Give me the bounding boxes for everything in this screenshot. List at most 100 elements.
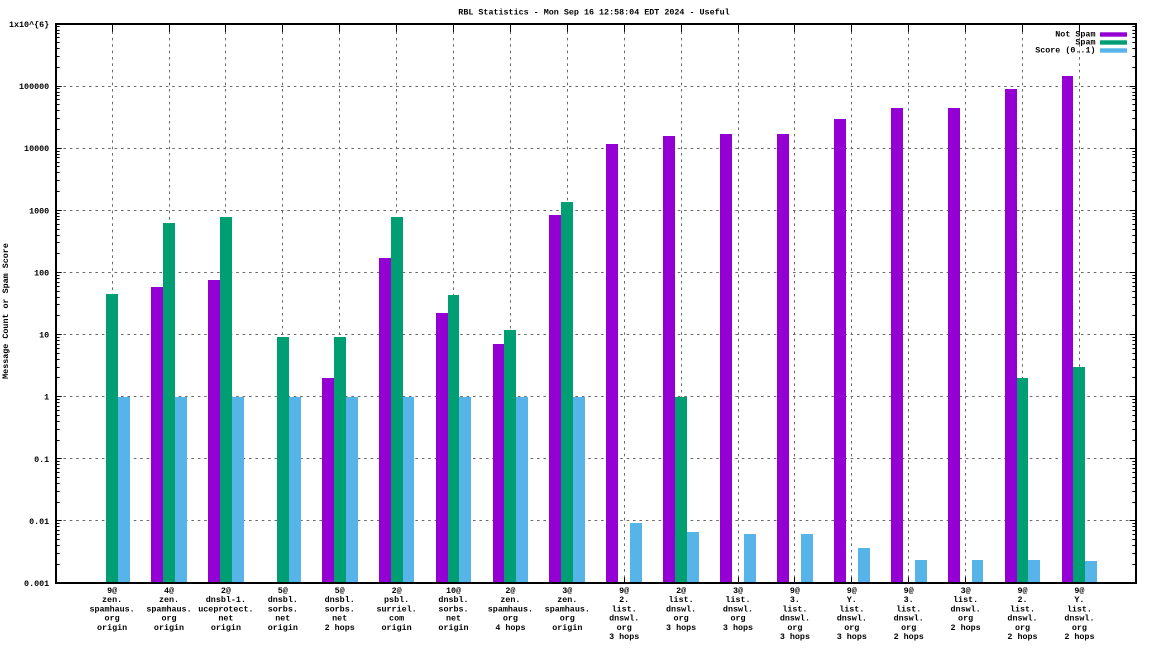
svg-text:net: net bbox=[275, 614, 290, 624]
svg-text:9@: 9@ bbox=[790, 586, 800, 596]
svg-text:dnswl.: dnswl. bbox=[780, 614, 810, 624]
svg-text:2.: 2. bbox=[619, 595, 629, 605]
svg-text:org: org bbox=[958, 614, 973, 624]
svg-text:origin: origin bbox=[268, 623, 298, 633]
svg-text:10@: 10@ bbox=[446, 586, 461, 596]
svg-text:net: net bbox=[218, 614, 233, 624]
svg-text:10: 10 bbox=[39, 331, 49, 341]
svg-text:3 hops: 3 hops bbox=[723, 623, 753, 633]
svg-text:zen.: zen. bbox=[557, 595, 577, 605]
svg-text:3@: 3@ bbox=[562, 586, 572, 596]
svg-text:Not Spam: Not Spam bbox=[1055, 30, 1095, 40]
svg-text:origin: origin bbox=[97, 623, 127, 633]
svg-text:1x10^{6}: 1x10^{6} bbox=[9, 20, 49, 30]
svg-text:dnsbl.: dnsbl. bbox=[325, 595, 355, 605]
svg-text:origin: origin bbox=[382, 623, 412, 633]
svg-text:4@: 4@ bbox=[164, 586, 174, 596]
svg-text:9@: 9@ bbox=[107, 586, 117, 596]
svg-text:Y.: Y. bbox=[847, 595, 857, 605]
svg-text:sorbs.: sorbs. bbox=[438, 604, 468, 614]
svg-text:2 hops: 2 hops bbox=[1007, 632, 1037, 642]
svg-text:org: org bbox=[161, 614, 176, 624]
svg-text:org: org bbox=[1015, 623, 1030, 633]
svg-text:org: org bbox=[901, 623, 916, 633]
svg-text:dnswl.: dnswl. bbox=[894, 614, 924, 624]
svg-text:zen.: zen. bbox=[159, 595, 179, 605]
svg-text:dnsbl.: dnsbl. bbox=[268, 595, 298, 605]
svg-text:list.: list. bbox=[725, 595, 750, 605]
svg-text:3.: 3. bbox=[904, 595, 914, 605]
svg-text:com: com bbox=[389, 614, 404, 624]
svg-text:9@: 9@ bbox=[1017, 586, 1027, 596]
svg-text:3 hops: 3 hops bbox=[837, 632, 867, 642]
svg-text:dnswl.: dnswl. bbox=[951, 604, 981, 614]
svg-text:sorbs.: sorbs. bbox=[325, 604, 355, 614]
svg-text:2 hops: 2 hops bbox=[325, 623, 355, 633]
svg-text:org: org bbox=[674, 614, 689, 624]
svg-text:3@: 3@ bbox=[733, 586, 743, 596]
svg-text:spamhaus.: spamhaus. bbox=[488, 604, 533, 614]
svg-text:org: org bbox=[730, 614, 745, 624]
svg-text:3 hops: 3 hops bbox=[609, 632, 639, 642]
svg-text:2@: 2@ bbox=[505, 586, 515, 596]
svg-text:2@: 2@ bbox=[392, 586, 402, 596]
svg-text:dnswl.: dnswl. bbox=[1064, 614, 1094, 624]
svg-text:RBL Statistics - Mon Sep 16 12: RBL Statistics - Mon Sep 16 12:58:04 EDT… bbox=[458, 8, 729, 18]
svg-text:2@: 2@ bbox=[221, 586, 231, 596]
svg-text:2@: 2@ bbox=[676, 586, 686, 596]
svg-text:surriel.: surriel. bbox=[376, 604, 416, 614]
svg-text:org: org bbox=[617, 623, 632, 633]
svg-text:Score (0..1): Score (0..1) bbox=[1035, 46, 1095, 56]
svg-text:dnswl.: dnswl. bbox=[609, 614, 639, 624]
svg-text:org: org bbox=[105, 614, 120, 624]
svg-text:net: net bbox=[332, 614, 347, 624]
svg-text:spamhaus.: spamhaus. bbox=[89, 604, 134, 614]
svg-text:net: net bbox=[446, 614, 461, 624]
svg-text:2 hops: 2 hops bbox=[894, 632, 924, 642]
svg-text:9@: 9@ bbox=[847, 586, 857, 596]
svg-text:3 hops: 3 hops bbox=[780, 632, 810, 642]
svg-text:dnswl.: dnswl. bbox=[1007, 614, 1037, 624]
svg-text:origin: origin bbox=[211, 623, 241, 633]
svg-text:3.: 3. bbox=[790, 595, 800, 605]
svg-text:dnswl.: dnswl. bbox=[837, 614, 867, 624]
svg-text:list.: list. bbox=[1067, 604, 1092, 614]
svg-text:org: org bbox=[844, 623, 859, 633]
svg-text:list.: list. bbox=[953, 595, 978, 605]
svg-text:org: org bbox=[560, 614, 575, 624]
svg-text:9@: 9@ bbox=[1074, 586, 1084, 596]
svg-text:Y.: Y. bbox=[1074, 595, 1084, 605]
svg-text:0.1: 0.1 bbox=[34, 455, 49, 465]
svg-text:list.: list. bbox=[1010, 604, 1035, 614]
svg-text:origin: origin bbox=[154, 623, 184, 633]
svg-text:list.: list. bbox=[669, 595, 694, 605]
svg-text:dnswl.: dnswl. bbox=[666, 604, 696, 614]
svg-text:sorbs.: sorbs. bbox=[268, 604, 298, 614]
svg-text:zen.: zen. bbox=[102, 595, 122, 605]
svg-text:spamhaus.: spamhaus. bbox=[545, 604, 590, 614]
svg-text:4 hops: 4 hops bbox=[495, 623, 525, 633]
svg-text:1: 1 bbox=[44, 393, 49, 403]
svg-text:9@: 9@ bbox=[619, 586, 629, 596]
svg-text:Message Count or Spam Score: Message Count or Spam Score bbox=[1, 243, 11, 379]
svg-text:dnsbl-1.: dnsbl-1. bbox=[206, 595, 246, 605]
svg-text:org: org bbox=[787, 623, 802, 633]
svg-text:0.01: 0.01 bbox=[29, 517, 49, 527]
svg-text:2 hops: 2 hops bbox=[951, 623, 981, 633]
svg-text:9@: 9@ bbox=[904, 586, 914, 596]
svg-text:list.: list. bbox=[896, 604, 921, 614]
svg-text:3 hops: 3 hops bbox=[666, 623, 696, 633]
svg-text:dnswl.: dnswl. bbox=[723, 604, 753, 614]
svg-text:origin: origin bbox=[438, 623, 468, 633]
svg-text:uceprotect.: uceprotect. bbox=[198, 604, 253, 614]
svg-text:psbl.: psbl. bbox=[384, 595, 409, 605]
svg-text:origin: origin bbox=[552, 623, 582, 633]
svg-text:1000: 1000 bbox=[29, 206, 49, 216]
svg-text:3@: 3@ bbox=[961, 586, 971, 596]
svg-text:spamhaus.: spamhaus. bbox=[146, 604, 191, 614]
svg-text:org: org bbox=[1072, 623, 1087, 633]
svg-text:dnsbl.: dnsbl. bbox=[438, 595, 468, 605]
svg-text:list.: list. bbox=[612, 604, 637, 614]
svg-text:2 hops: 2 hops bbox=[1064, 632, 1094, 642]
svg-text:5@: 5@ bbox=[278, 586, 288, 596]
